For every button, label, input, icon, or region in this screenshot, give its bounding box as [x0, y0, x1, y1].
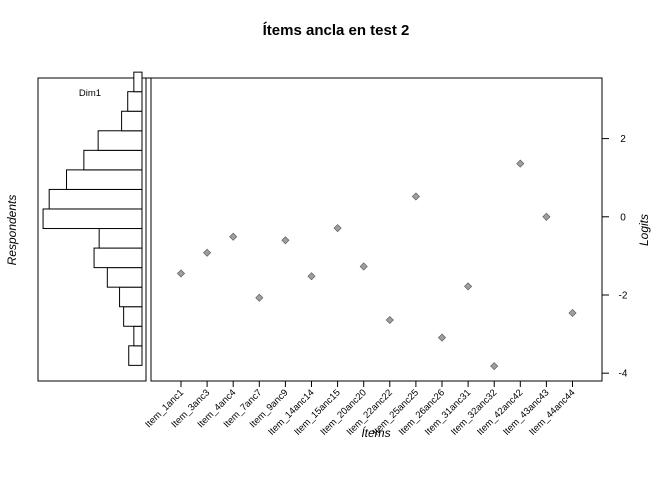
histogram-bar — [48, 188, 143, 210]
histogram-bar — [121, 110, 143, 132]
histogram-bar — [133, 325, 143, 347]
item-point — [542, 212, 551, 221]
histogram-bar — [42, 208, 143, 230]
item-point — [437, 333, 447, 342]
item-point — [255, 293, 264, 302]
histogram-bar — [106, 267, 143, 288]
histogram-bar — [123, 306, 143, 327]
item-point — [176, 269, 186, 278]
histogram-bar — [133, 71, 143, 93]
item-point — [307, 272, 316, 281]
item-point — [490, 362, 499, 371]
y-axis: -4 -2 0 2 — [601, 134, 628, 380]
item-points — [176, 159, 577, 371]
y-tick-label: 0 — [620, 212, 626, 223]
item-point — [333, 224, 342, 233]
histogram-bar — [128, 345, 143, 366]
dimension-label: Dim1 — [79, 88, 101, 99]
histogram-bar — [98, 228, 143, 249]
histogram-bar — [97, 130, 143, 151]
item-point — [411, 192, 420, 201]
plot-frame — [150, 77, 603, 382]
x-axis-label: Ítems — [361, 425, 390, 440]
item-point — [229, 232, 238, 241]
histogram-frame — [37, 77, 147, 382]
item-point — [464, 282, 473, 291]
histogram-bar — [119, 286, 143, 308]
histogram-bar — [127, 91, 143, 112]
item-plot: -4-202 Item_1anc1Item_3anc3Item_4anc4Ite… — [143, 77, 628, 438]
item-point — [359, 262, 368, 271]
item-point — [516, 159, 525, 168]
respondents-axis-label: Respondents — [5, 195, 19, 266]
item-point — [385, 315, 394, 325]
histogram-bars — [42, 71, 143, 366]
item-point — [568, 308, 577, 317]
y-tick-label: -2 — [619, 290, 628, 301]
y-tick-label: -4 — [619, 369, 628, 380]
chart-title: Ítems ancla en test 2 — [263, 22, 410, 39]
histogram-bar — [66, 169, 143, 190]
item-point — [203, 248, 212, 257]
respondents-histogram: Dim1 — [37, 71, 153, 382]
y-tick-label: 2 — [620, 134, 626, 145]
histogram-bar — [83, 149, 143, 171]
item-point — [281, 236, 290, 245]
histogram-bar — [93, 247, 143, 269]
y-axis-label: Logits — [637, 214, 651, 246]
